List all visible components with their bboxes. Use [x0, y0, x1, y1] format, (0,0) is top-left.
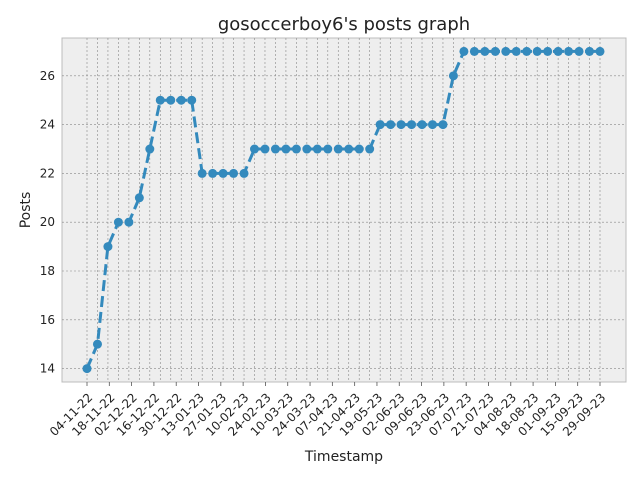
chart-title: gosoccerboy6's posts graph: [218, 14, 470, 35]
data-point: [82, 364, 92, 374]
data-point: [176, 95, 186, 105]
data-point: [187, 95, 197, 105]
data-point: [134, 193, 144, 203]
y-tick-label: 24: [40, 118, 55, 132]
data-point: [574, 46, 584, 56]
x-axis-title: Timestamp: [304, 449, 383, 465]
data-point: [145, 144, 155, 154]
data-point: [459, 46, 469, 56]
data-point: [113, 217, 123, 227]
series-points: [82, 46, 605, 374]
data-point: [386, 120, 396, 130]
data-point: [92, 339, 102, 349]
data-point: [312, 144, 322, 154]
data-point: [155, 95, 165, 105]
data-point: [480, 46, 490, 56]
data-point: [532, 46, 542, 56]
data-point: [511, 46, 521, 56]
y-tick-label: 22: [40, 166, 55, 180]
data-point: [553, 46, 563, 56]
data-point: [585, 46, 595, 56]
data-point: [208, 168, 218, 178]
grid-horizontal: [62, 75, 626, 369]
data-point: [166, 95, 176, 105]
data-point: [365, 144, 375, 154]
y-tick-label: 16: [40, 313, 55, 327]
y-ticks: 14 16 18 20 22 24 26: [40, 69, 55, 376]
data-point: [333, 144, 343, 154]
y-tick-label: 14: [40, 362, 55, 376]
data-point: [229, 168, 239, 178]
data-point: [438, 120, 448, 130]
data-point: [427, 120, 437, 130]
data-point: [417, 120, 427, 130]
data-point: [323, 144, 333, 154]
data-point: [595, 46, 605, 56]
data-point: [281, 144, 291, 154]
data-point: [270, 144, 280, 154]
y-axis-title: Posts: [18, 192, 34, 229]
data-point: [250, 144, 260, 154]
data-point: [354, 144, 364, 154]
data-point: [302, 144, 312, 154]
data-point: [469, 46, 479, 56]
data-point: [543, 46, 553, 56]
data-point: [344, 144, 354, 154]
data-point: [291, 144, 301, 154]
data-point: [218, 168, 228, 178]
data-point: [448, 71, 458, 81]
data-point: [375, 120, 385, 130]
y-tick-label: 18: [40, 264, 55, 278]
plot-area: [61, 37, 627, 383]
data-point: [396, 120, 406, 130]
data-point: [260, 144, 270, 154]
grid-vertical: [86, 38, 601, 382]
data-point: [522, 46, 532, 56]
data-point: [501, 46, 511, 56]
y-tick-label: 20: [40, 215, 55, 229]
data-point: [239, 168, 249, 178]
data-point: [564, 46, 574, 56]
data-point: [103, 242, 113, 252]
data-point: [197, 168, 207, 178]
data-point: [490, 46, 500, 56]
y-tick-label: 26: [40, 69, 55, 83]
data-point: [124, 217, 134, 227]
data-point: [407, 120, 417, 130]
